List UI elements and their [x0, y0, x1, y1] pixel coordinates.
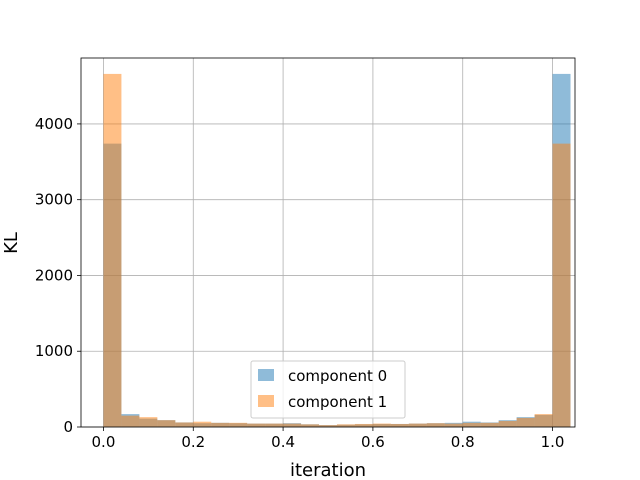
y-tick-label: 4000: [35, 115, 73, 133]
x-tick-label: 0.8: [451, 433, 475, 451]
x-axis-label: iteration: [290, 460, 366, 480]
legend-swatch-component-0: [258, 369, 274, 381]
bar-series-1-bin-14: [354, 423, 373, 427]
bar-series-1-bin-22: [498, 420, 517, 427]
bar-series-1-bin-3: [157, 420, 176, 427]
legend-label-component-0: component 0: [288, 367, 387, 385]
y-tick-label: 1000: [35, 342, 73, 360]
bar-series-1-bin-15: [372, 423, 391, 427]
x-tick-label: 0.2: [181, 433, 205, 451]
x-tick-label: 0.6: [361, 433, 385, 451]
bar-series-1-bin-13: [336, 424, 355, 427]
bar-series-1-bin-24: [534, 414, 553, 427]
bar-series-1-bin-0: [103, 73, 122, 427]
x-tick-label: 0.4: [271, 433, 295, 451]
bar-series-1-bin-7: [229, 422, 248, 427]
y-tick-label: 0: [63, 418, 73, 436]
bar-series-1-bin-25: [552, 143, 571, 427]
legend-label-component-1: component 1: [288, 393, 387, 411]
y-tick-label: 2000: [35, 266, 73, 284]
x-tick-label: 0.0: [92, 433, 116, 451]
bar-series-1-bin-5: [193, 421, 212, 427]
bar-series-1-bin-19: [444, 423, 463, 427]
y-tick-label: 3000: [35, 191, 73, 209]
bar-series-1-bin-21: [480, 422, 499, 427]
bar-series-1-bin-9: [265, 423, 284, 427]
x-tick-label: 1.0: [541, 433, 565, 451]
plot-area-frame: [80, 57, 576, 428]
bar-series-1-bin-1: [121, 415, 140, 427]
bars: [103, 73, 571, 427]
legend: component 0 component 1: [250, 360, 406, 419]
bar-series-1-bin-6: [211, 422, 230, 427]
bar-series-1-bin-8: [247, 423, 266, 427]
y-axis-label: KL: [1, 232, 22, 254]
bar-series-1-bin-20: [462, 422, 481, 427]
bar-series-1-bin-2: [139, 417, 158, 427]
bar-series-1-bin-16: [390, 423, 409, 427]
bar-series-1-bin-17: [408, 423, 427, 427]
bar-series-1-bin-10: [283, 423, 302, 427]
legend-swatch-component-1: [258, 395, 274, 407]
bar-series-1-bin-11: [301, 424, 320, 427]
legend-box: [250, 360, 406, 419]
bar-series-1-bin-12: [319, 425, 337, 427]
bar-series-1-bin-4: [175, 422, 194, 427]
bar-series-1-bin-18: [426, 423, 445, 427]
ticks: 0.0 0.2 0.4 0.6 0.8 1.0 0 1000 2000 3000 4000: [35, 115, 565, 451]
bar-series-1-bin-23: [516, 417, 535, 427]
